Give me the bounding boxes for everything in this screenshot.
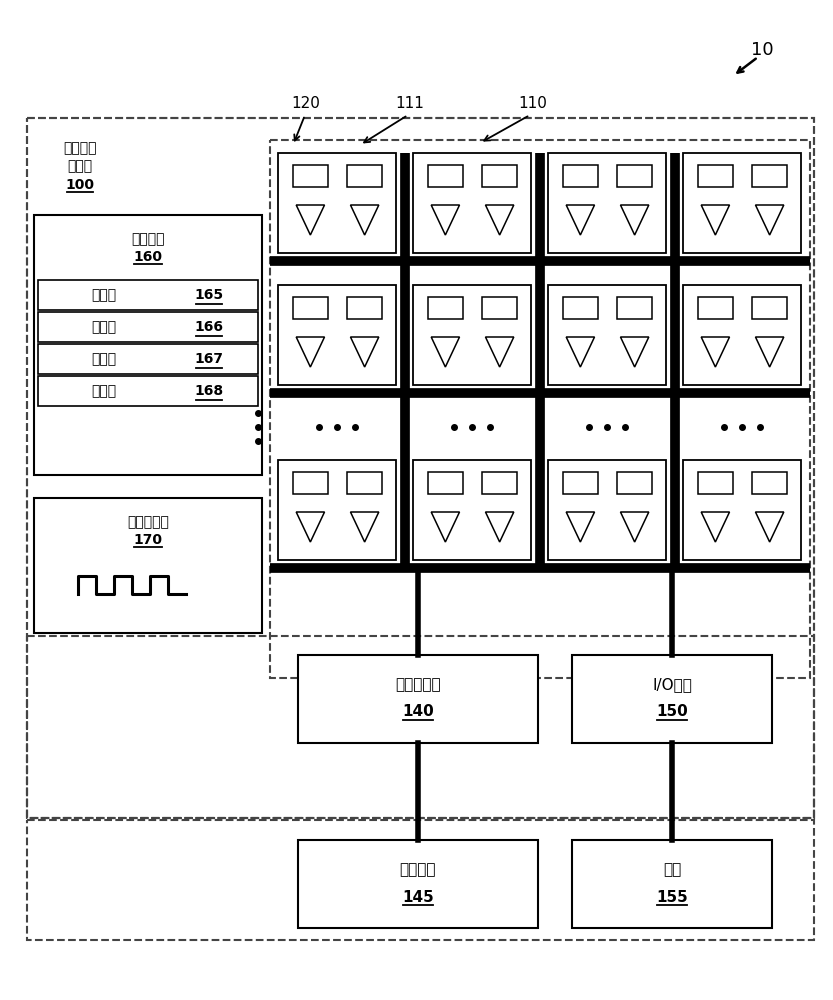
Text: 调度器: 调度器 — [92, 320, 117, 334]
Bar — [752, 472, 787, 494]
Bar — [347, 165, 382, 187]
Bar — [413, 285, 531, 385]
Bar — [684, 460, 801, 560]
Bar — [270, 140, 810, 678]
Bar — [27, 820, 814, 940]
Bar — [617, 297, 652, 319]
Text: 控制单元: 控制单元 — [132, 232, 165, 246]
Bar — [298, 840, 538, 928]
Bar — [38, 344, 258, 374]
Text: 166: 166 — [194, 320, 223, 334]
Bar — [34, 498, 262, 633]
Bar — [617, 165, 652, 187]
Text: 120: 120 — [292, 96, 321, 110]
Bar — [38, 280, 258, 310]
Bar — [548, 153, 666, 253]
Text: 160: 160 — [133, 250, 162, 264]
Text: 调度器: 调度器 — [92, 288, 117, 302]
Bar — [292, 472, 328, 494]
Text: I/O接口: I/O接口 — [652, 678, 692, 692]
Bar — [482, 297, 517, 319]
Bar — [292, 165, 328, 187]
Bar — [347, 297, 382, 319]
Bar — [548, 460, 666, 560]
Text: 调度器: 调度器 — [92, 384, 117, 398]
Text: 时钟发生器: 时钟发生器 — [127, 515, 169, 529]
Bar — [698, 297, 733, 319]
Bar — [34, 215, 262, 475]
Text: 10: 10 — [751, 41, 773, 59]
Text: 111: 111 — [396, 96, 425, 110]
Bar — [752, 165, 787, 187]
Bar — [38, 312, 258, 342]
Text: 165: 165 — [194, 288, 223, 302]
Text: 调度器: 调度器 — [92, 352, 117, 366]
Bar — [292, 297, 328, 319]
Bar — [27, 118, 814, 818]
Bar — [298, 655, 538, 743]
Bar — [27, 118, 814, 818]
Bar — [347, 472, 382, 494]
Text: 150: 150 — [656, 704, 688, 720]
Bar — [562, 472, 598, 494]
Text: 处理器: 处理器 — [67, 159, 92, 173]
Bar — [617, 472, 652, 494]
Bar — [278, 153, 397, 253]
Bar — [572, 655, 772, 743]
Bar — [562, 165, 598, 187]
Bar — [278, 460, 397, 560]
Text: 基于块的: 基于块的 — [63, 141, 97, 155]
Text: 主存储器: 主存储器 — [400, 862, 436, 878]
Bar — [684, 285, 801, 385]
Bar — [27, 636, 814, 818]
Bar — [482, 165, 517, 187]
Text: 145: 145 — [402, 890, 434, 904]
Text: 存储器接口: 存储器接口 — [395, 678, 441, 692]
Bar — [684, 153, 801, 253]
Text: 167: 167 — [194, 352, 223, 366]
Text: 140: 140 — [402, 704, 434, 720]
Bar — [698, 165, 733, 187]
Text: 168: 168 — [194, 384, 223, 398]
Bar — [698, 472, 733, 494]
Bar — [572, 840, 772, 928]
Bar — [427, 297, 463, 319]
Bar — [413, 460, 531, 560]
Text: 170: 170 — [133, 533, 162, 547]
Bar — [413, 153, 531, 253]
Text: 100: 100 — [66, 178, 94, 192]
Bar — [427, 165, 463, 187]
Text: 部件: 部件 — [663, 862, 681, 878]
Bar — [548, 285, 666, 385]
Text: 110: 110 — [519, 96, 547, 110]
Bar — [482, 472, 517, 494]
Text: 155: 155 — [656, 890, 688, 904]
Bar — [562, 297, 598, 319]
Bar — [38, 376, 258, 406]
Bar — [752, 297, 787, 319]
Bar — [427, 472, 463, 494]
Bar — [278, 285, 397, 385]
